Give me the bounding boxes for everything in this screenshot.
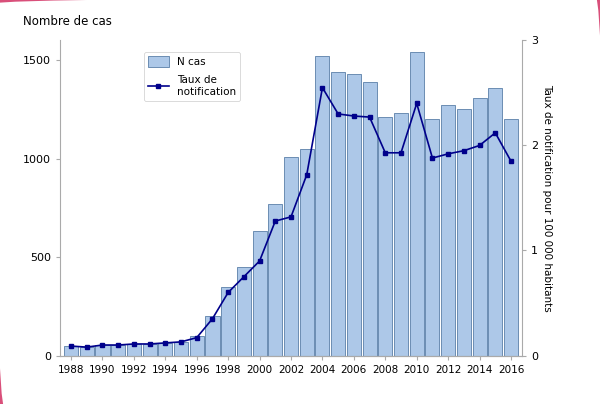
Bar (127, 344, 141, 356)
Bar (410, 52, 424, 356)
Bar (174, 342, 188, 356)
Bar (111, 345, 125, 356)
Bar (299, 149, 314, 356)
Legend: N cas, Taux de
notification: N cas, Taux de notification (144, 52, 241, 101)
Bar (284, 157, 298, 356)
Bar (237, 267, 251, 356)
Bar (425, 119, 439, 356)
Bar (362, 82, 377, 356)
Bar (253, 231, 266, 356)
Bar (268, 204, 283, 356)
Bar (158, 343, 172, 356)
Bar (190, 336, 204, 356)
Bar (441, 105, 455, 356)
Bar (80, 347, 94, 356)
Bar (95, 345, 110, 356)
Bar (316, 56, 329, 356)
Bar (504, 119, 518, 356)
Bar (347, 74, 361, 356)
Bar (331, 72, 345, 356)
Bar (394, 113, 408, 356)
Bar (221, 286, 235, 356)
Text: Nombre de cas: Nombre de cas (23, 15, 112, 28)
Bar (205, 316, 220, 356)
Bar (143, 344, 157, 356)
Bar (378, 117, 392, 356)
Bar (64, 346, 78, 356)
Bar (457, 109, 471, 356)
Bar (473, 97, 487, 356)
Y-axis label: Taux de notification pour 100 000 habitants: Taux de notification pour 100 000 habita… (542, 84, 552, 312)
Bar (488, 88, 502, 356)
